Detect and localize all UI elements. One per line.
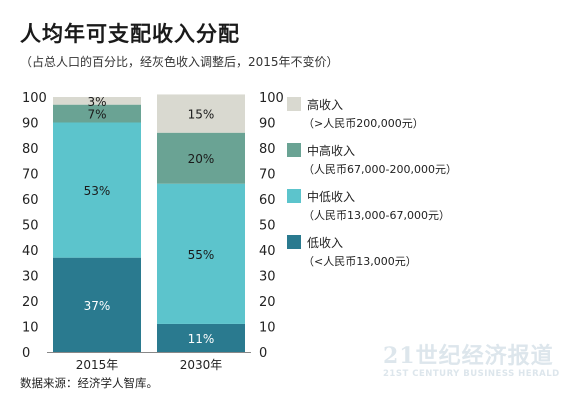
- watermark-main-text: 21世纪经济报道: [383, 343, 554, 369]
- data-label: 20%: [188, 152, 215, 166]
- y-tick-label-right: 80: [259, 142, 276, 157]
- data-label: 15%: [188, 108, 215, 122]
- legend-label: 中高收入: [307, 143, 355, 158]
- source-note: 数据来源：经济学人智库。: [20, 376, 158, 390]
- legend-swatch: [287, 143, 301, 157]
- bar-segment: [157, 132, 245, 184]
- watermark-sub-text: 21ST CENTURY BUSINESS HERALD: [383, 369, 560, 379]
- legend-range: （人民币67,000-200,000元）: [303, 163, 457, 176]
- y-tick-label-left: 60: [22, 193, 39, 208]
- bar-segment: [53, 104, 141, 123]
- y-tick-label-left: 50: [22, 219, 39, 234]
- y-tick-label-left: 30: [22, 270, 39, 285]
- y-tick-label-left: 40: [22, 244, 39, 259]
- legend-swatch: [287, 235, 301, 249]
- data-label: 3%: [87, 95, 106, 109]
- legend-swatch: [287, 97, 301, 111]
- legend-label: 低收入: [307, 236, 343, 250]
- data-label: 37%: [84, 299, 111, 313]
- y-tick-label-left: 20: [22, 295, 39, 310]
- y-tick-label-right: 100: [259, 91, 284, 106]
- data-label: 7%: [87, 108, 106, 122]
- bar-segment: [53, 257, 141, 352]
- legend-range: （>人民币200,000元）: [303, 117, 424, 130]
- y-tick-label-left: 0: [22, 346, 30, 361]
- bar-segment: [53, 97, 141, 105]
- y-tick-label-left: 100: [22, 91, 47, 106]
- chart-subtitle: （占总人口的百分比，经灰色收入调整后，2015年不变价）: [20, 55, 339, 69]
- legend-swatch: [287, 189, 301, 203]
- y-tick-label-left: 70: [22, 168, 39, 183]
- y-tick-label-right: 0: [259, 346, 267, 361]
- y-tick-label-right: 40: [259, 244, 276, 259]
- x-category-label: 2030年: [180, 358, 223, 372]
- bar-segment: [157, 183, 245, 324]
- y-tick-label-left: 10: [22, 321, 39, 336]
- bar-segment: [157, 94, 245, 133]
- y-tick-label-right: 20: [259, 295, 276, 310]
- publisher-watermark: 21世纪经济报道 21ST CENTURY BUSINESS HERALD: [383, 343, 560, 379]
- legend-range: （人民币13,000-67,000元）: [303, 209, 450, 222]
- chart-title: 人均年可支配收入分配: [20, 22, 240, 46]
- y-tick-label-right: 10: [259, 321, 276, 336]
- y-tick-label-left: 90: [22, 117, 39, 132]
- data-label: 11%: [188, 332, 215, 346]
- y-tick-label-right: 50: [259, 219, 276, 234]
- data-label: 55%: [188, 248, 215, 262]
- y-tick-label-right: 90: [259, 117, 276, 132]
- y-tick-label-right: 60: [259, 193, 276, 208]
- x-category-label: 2015年: [76, 358, 119, 372]
- legend-label: 中低收入: [307, 189, 355, 204]
- legend-label: 高收入: [307, 97, 343, 112]
- y-tick-label-right: 30: [259, 270, 276, 285]
- y-tick-label-left: 80: [22, 142, 39, 157]
- bar-segment: [157, 323, 245, 352]
- legend-range: （<人民币13,000元）: [303, 255, 417, 268]
- data-label: 53%: [84, 184, 111, 198]
- bar-segment: [53, 122, 141, 258]
- y-tick-label-right: 70: [259, 168, 276, 183]
